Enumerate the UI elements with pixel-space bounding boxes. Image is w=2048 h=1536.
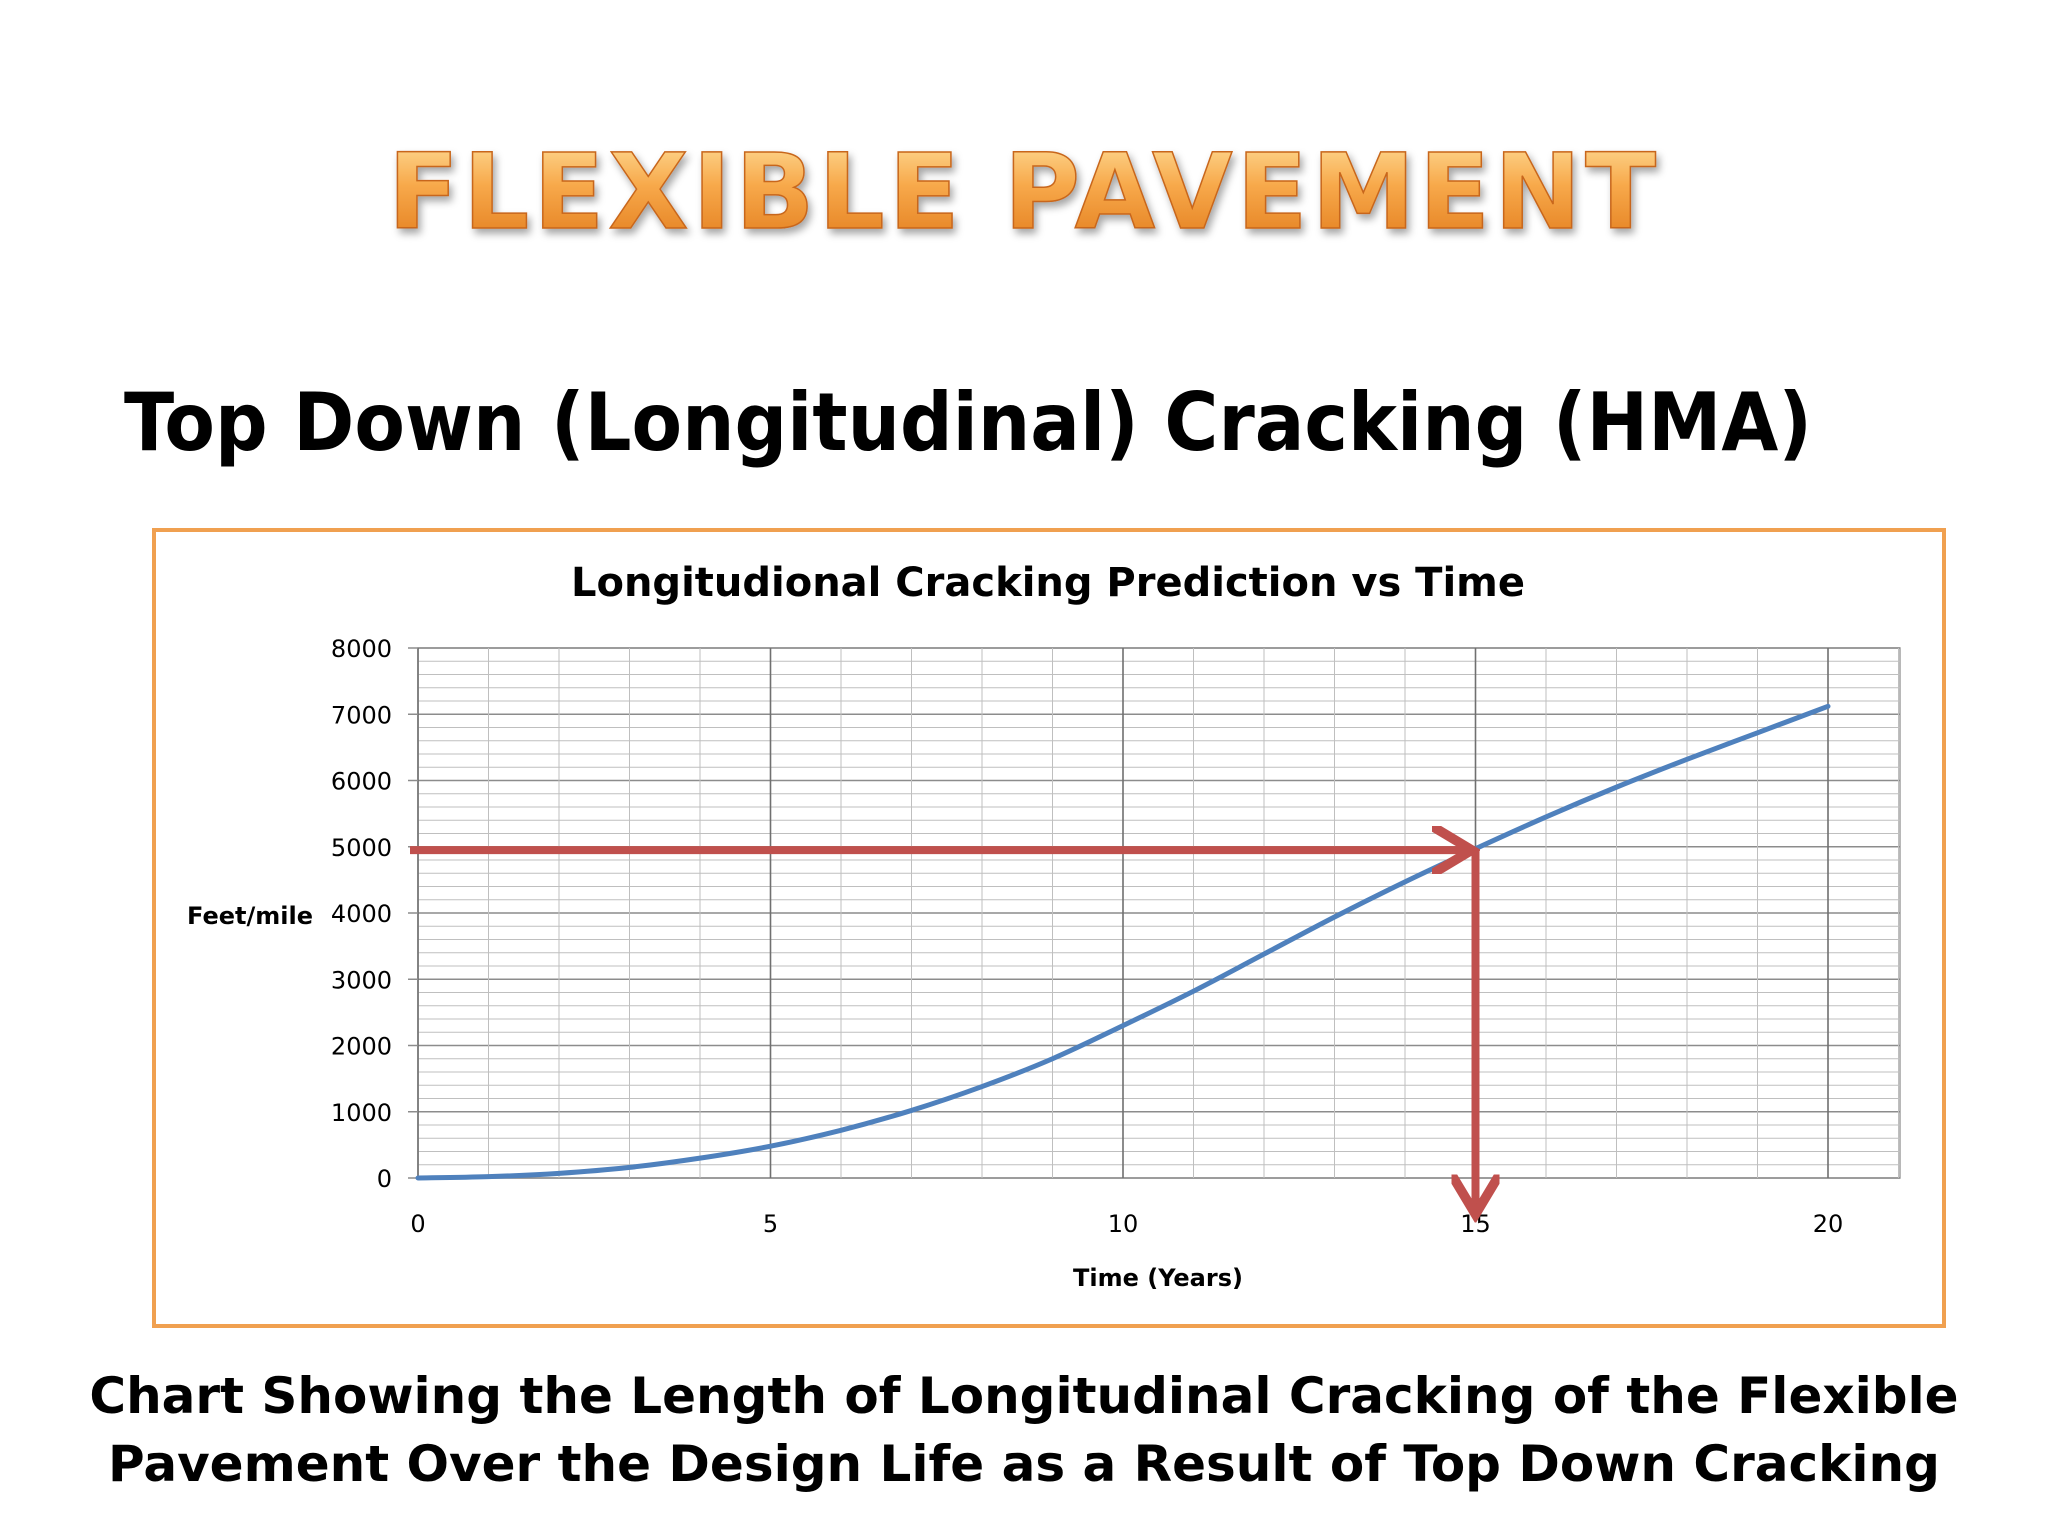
slide-caption: Chart Showing the Length of Longitudinal… xyxy=(0,1362,2048,1498)
y-tick-label: 6000 xyxy=(331,768,392,796)
chart-title: Longitudional Cracking Prediction vs Tim… xyxy=(571,560,1525,606)
x-tick-label: 15 xyxy=(1460,1210,1491,1238)
x-tick-label: 10 xyxy=(1108,1210,1139,1238)
slide-subtitle: Top Down (Longitudinal) Cracking (HMA) xyxy=(124,376,1812,469)
y-tick-label: 1000 xyxy=(331,1099,392,1127)
y-tick-label: 5000 xyxy=(331,834,392,862)
chart-ticks: 0 1000 2000 3000 4000 5000 6000 7000 8000 0 5 10 15 2… xyxy=(331,635,1843,1238)
y-tick-label: 7000 xyxy=(331,701,392,729)
banner-title: FLEXIBLE PAVEMENT xyxy=(388,131,1660,253)
x-tick-label: 5 xyxy=(763,1210,778,1238)
series-line xyxy=(415,703,1831,1181)
banner: FLEXIBLE PAVEMENT xyxy=(387,130,1660,254)
y-tick-label: 2000 xyxy=(331,1033,392,1061)
x-tick-label: 20 xyxy=(1813,1210,1844,1238)
x-tick-label: 0 xyxy=(410,1210,425,1238)
caption-line-1: Chart Showing the Length of Longitudinal… xyxy=(89,1367,1959,1425)
y-tick-label: 8000 xyxy=(331,635,392,663)
y-axis-label: Feet/mile xyxy=(187,902,313,930)
chart-grid xyxy=(417,647,1901,1179)
y-tick-label: 4000 xyxy=(331,900,392,928)
y-tick-label: 3000 xyxy=(331,966,392,994)
y-tick-label: 0 xyxy=(377,1165,392,1193)
chart-series xyxy=(415,703,1831,1181)
caption-line-2: Pavement Over the Design Life as a Resul… xyxy=(108,1435,1940,1493)
x-axis-label: Time (Years) xyxy=(1073,1264,1243,1292)
chart-annotations xyxy=(410,850,1476,1208)
